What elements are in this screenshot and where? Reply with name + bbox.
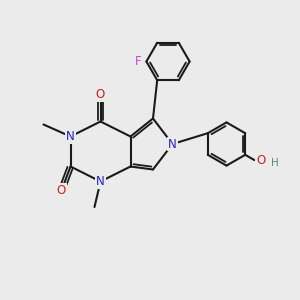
- Text: O: O: [256, 154, 266, 166]
- Text: O: O: [57, 184, 66, 197]
- Text: O: O: [96, 88, 105, 101]
- Text: H: H: [271, 158, 278, 168]
- Text: N: N: [66, 130, 75, 143]
- Text: N: N: [168, 137, 177, 151]
- Text: N: N: [96, 175, 105, 188]
- Text: F: F: [135, 55, 141, 68]
